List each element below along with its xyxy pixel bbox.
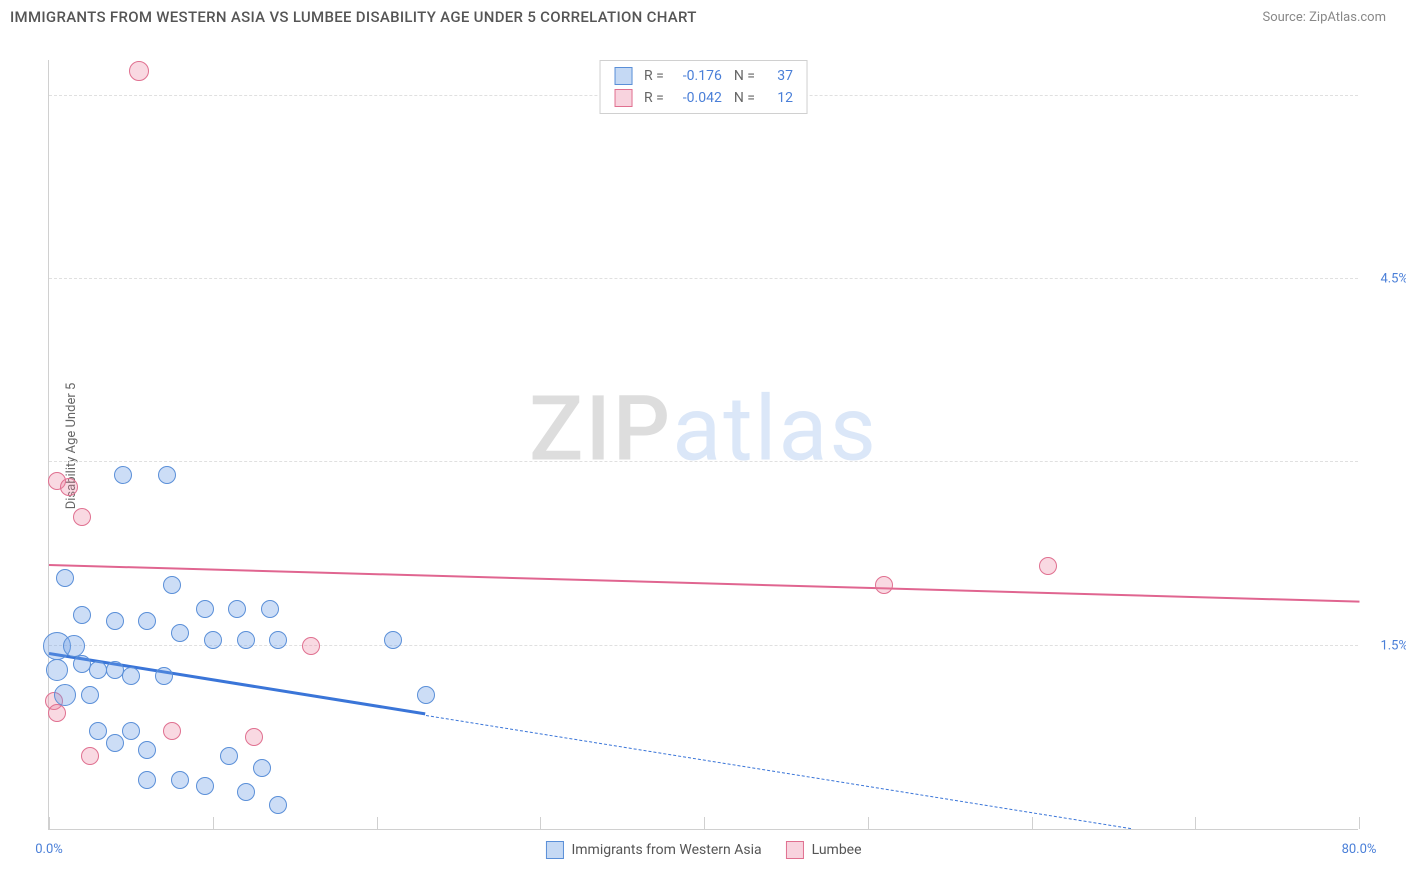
data-point [163,722,181,740]
data-point [253,759,271,777]
grid-line [49,278,1358,279]
data-point [171,771,189,789]
chart-title: IMMIGRANTS FROM WESTERN ASIA VS LUMBEE D… [10,8,697,26]
y-tick-label: 1.5% [1363,638,1406,653]
data-point [60,478,78,496]
swatch-pink-icon [614,89,632,107]
trend-line-solid [49,564,1359,603]
y-tick-label: 4.5% [1363,272,1406,287]
data-point [155,667,173,685]
x-tick-label: 0.0% [35,842,63,857]
data-point [875,576,893,594]
data-point [204,631,222,649]
watermark-part2: atlas [672,377,878,482]
data-point [384,631,402,649]
n-label: N = [734,68,755,84]
series-legend: Immigrants from Western Asia Lumbee [545,841,861,859]
data-point [138,771,156,789]
data-point [171,624,189,642]
data-point [228,600,246,618]
x-tick [213,817,214,829]
data-point [106,734,124,752]
x-tick [377,817,378,829]
scatter-chart: ZIPatlas R = -0.176 N = 37 R = -0.042 N … [48,60,1358,830]
data-point [196,600,214,618]
legend-row: R = -0.176 N = 37 [614,65,793,87]
r-label: R = [644,68,664,84]
grid-line [49,461,1358,462]
r-value: -0.042 [672,90,722,106]
data-point [237,783,255,801]
x-tick-label: 80.0% [1342,842,1377,857]
x-tick [1359,817,1360,829]
data-point [269,796,287,814]
data-point [158,466,176,484]
source-name: ZipAtlas.com [1309,10,1386,25]
data-point [122,667,140,685]
data-point [81,747,99,765]
legend-label: Immigrants from Western Asia [571,842,761,858]
data-point [73,606,91,624]
data-point [1039,557,1057,575]
data-point [163,576,181,594]
data-point [106,612,124,630]
data-point [269,631,287,649]
legend-label: Lumbee [812,842,862,858]
x-tick [704,817,705,829]
x-tick [1032,817,1033,829]
data-point [138,741,156,759]
data-point [220,747,238,765]
x-tick [540,817,541,829]
data-point [106,661,124,679]
r-value: -0.176 [672,68,722,84]
data-point [54,684,76,706]
x-tick [1195,817,1196,829]
data-point [122,722,140,740]
data-point [48,704,66,722]
data-point [237,631,255,649]
data-point [245,728,263,746]
data-point [129,61,149,81]
data-point [81,686,99,704]
data-point [73,508,91,526]
data-point [73,655,91,673]
correlation-legend: R = -0.176 N = 37 R = -0.042 N = 12 [599,60,808,114]
source-attribution: Source: ZipAtlas.com [1262,10,1386,25]
swatch-blue-icon [545,841,563,859]
data-point [114,466,132,484]
swatch-blue-icon [614,67,632,85]
legend-item: Immigrants from Western Asia [545,841,761,859]
trend-line-solid [49,652,426,715]
data-point [196,777,214,795]
data-point [302,637,320,655]
data-point [89,722,107,740]
n-value: 12 [763,90,793,106]
n-value: 37 [763,68,793,84]
source-label: Source: [1262,10,1309,25]
data-point [138,612,156,630]
watermark-part1: ZIP [529,377,672,482]
swatch-pink-icon [786,841,804,859]
data-point [89,661,107,679]
x-tick [49,817,50,829]
x-tick [868,817,869,829]
n-label: N = [734,90,755,106]
data-point [56,569,74,587]
legend-row: R = -0.042 N = 12 [614,87,793,109]
trend-line-dashed [426,715,1131,829]
data-point [46,659,68,681]
watermark: ZIPatlas [529,377,878,482]
data-point [261,600,279,618]
data-point [63,635,85,657]
r-label: R = [644,90,664,106]
data-point [417,686,435,704]
legend-item: Lumbee [786,841,862,859]
